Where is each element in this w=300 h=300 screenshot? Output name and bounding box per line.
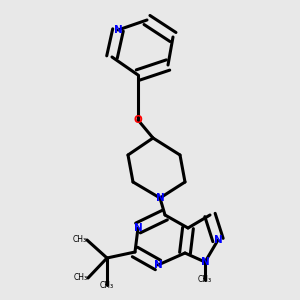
Text: CH₃: CH₃	[74, 274, 88, 283]
Text: CH₃: CH₃	[198, 275, 212, 284]
Text: N: N	[156, 193, 164, 203]
Text: O: O	[134, 115, 142, 125]
Text: CH₃: CH₃	[73, 236, 87, 244]
Text: CH₃: CH₃	[100, 280, 114, 290]
Text: N: N	[134, 223, 142, 233]
Text: N: N	[114, 25, 122, 35]
Text: N: N	[201, 257, 209, 267]
Text: N: N	[214, 235, 222, 245]
Text: N: N	[154, 260, 162, 270]
